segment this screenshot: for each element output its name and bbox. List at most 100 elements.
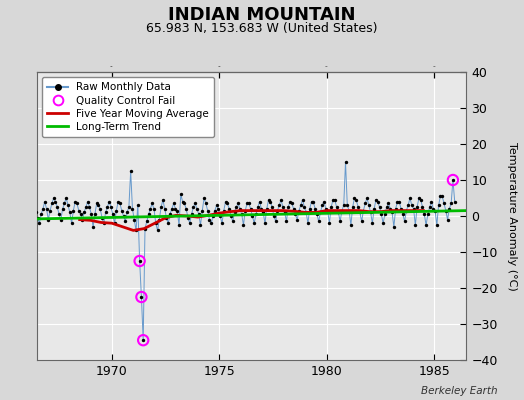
Point	[139, 337, 147, 343]
Point	[422, 222, 430, 228]
Point	[350, 195, 358, 201]
Point	[87, 211, 95, 218]
Point	[26, 207, 35, 214]
Point	[307, 198, 315, 205]
Point	[332, 204, 341, 210]
Point	[345, 207, 353, 214]
Point	[427, 198, 435, 205]
Point	[334, 209, 343, 216]
Point	[62, 195, 70, 201]
Point	[390, 224, 398, 230]
Point	[91, 211, 99, 218]
Point	[257, 206, 266, 212]
Point	[431, 207, 439, 214]
Point	[288, 200, 296, 206]
Point	[141, 225, 149, 232]
Point	[368, 220, 377, 226]
Point	[252, 211, 260, 218]
Point	[220, 207, 228, 214]
Point	[105, 198, 113, 205]
Point	[420, 211, 429, 218]
Point	[80, 209, 89, 216]
Point	[322, 206, 330, 212]
Point	[193, 206, 201, 212]
Point	[148, 200, 156, 206]
Legend: Raw Monthly Data, Quality Control Fail, Five Year Moving Average, Long-Term Tren: Raw Monthly Data, Quality Control Fail, …	[42, 77, 214, 137]
Point	[237, 211, 246, 218]
Point	[274, 207, 282, 214]
Point	[134, 202, 142, 208]
Point	[137, 294, 146, 300]
Point	[406, 195, 414, 201]
Point	[246, 206, 255, 212]
Point	[96, 206, 104, 212]
Point	[202, 200, 210, 206]
Point	[25, 218, 33, 225]
Point	[261, 220, 269, 226]
Point	[241, 207, 249, 214]
Point	[160, 206, 169, 212]
Point	[114, 198, 122, 205]
Point	[146, 206, 155, 212]
Point	[30, 202, 38, 208]
Point	[139, 337, 147, 343]
Point	[447, 200, 455, 206]
Point	[216, 213, 224, 219]
Point	[78, 216, 86, 223]
Point	[155, 216, 163, 223]
Point	[408, 202, 416, 208]
Point	[117, 207, 126, 214]
Point	[375, 204, 384, 210]
Point	[417, 197, 425, 203]
Point	[46, 207, 54, 214]
Point	[338, 207, 346, 214]
Point	[103, 204, 112, 210]
Point	[188, 211, 196, 218]
Point	[214, 206, 223, 212]
Point	[68, 220, 76, 226]
Point	[293, 216, 301, 223]
Point	[211, 207, 219, 214]
Point	[53, 204, 61, 210]
Point	[98, 214, 106, 221]
Point	[286, 198, 294, 205]
Point	[320, 198, 328, 205]
Point	[145, 211, 153, 218]
Point	[23, 206, 31, 212]
Point	[89, 224, 97, 230]
Point	[384, 200, 392, 206]
Point	[316, 209, 325, 216]
Point	[255, 198, 264, 205]
Point	[200, 195, 208, 201]
Point	[297, 202, 305, 208]
Point	[313, 211, 321, 218]
Point	[347, 222, 355, 228]
Point	[443, 216, 452, 223]
Point	[451, 198, 459, 205]
Point	[189, 204, 198, 210]
Point	[173, 207, 181, 214]
Point	[212, 202, 221, 208]
Point	[397, 206, 405, 212]
Point	[232, 204, 241, 210]
Point	[361, 200, 369, 206]
Point	[239, 222, 248, 228]
Point	[49, 195, 58, 201]
Point	[73, 200, 81, 206]
Point	[196, 222, 205, 228]
Point	[154, 227, 162, 234]
Point	[243, 200, 251, 206]
Point	[402, 207, 411, 214]
Point	[107, 204, 115, 210]
Point	[250, 220, 258, 226]
Point	[171, 206, 180, 212]
Point	[35, 220, 43, 226]
Point	[108, 211, 117, 218]
Point	[135, 258, 144, 264]
Point	[128, 206, 137, 212]
Point	[433, 222, 441, 228]
Point	[205, 216, 214, 223]
Point	[425, 204, 434, 210]
Point	[449, 177, 457, 183]
Point	[277, 197, 285, 203]
